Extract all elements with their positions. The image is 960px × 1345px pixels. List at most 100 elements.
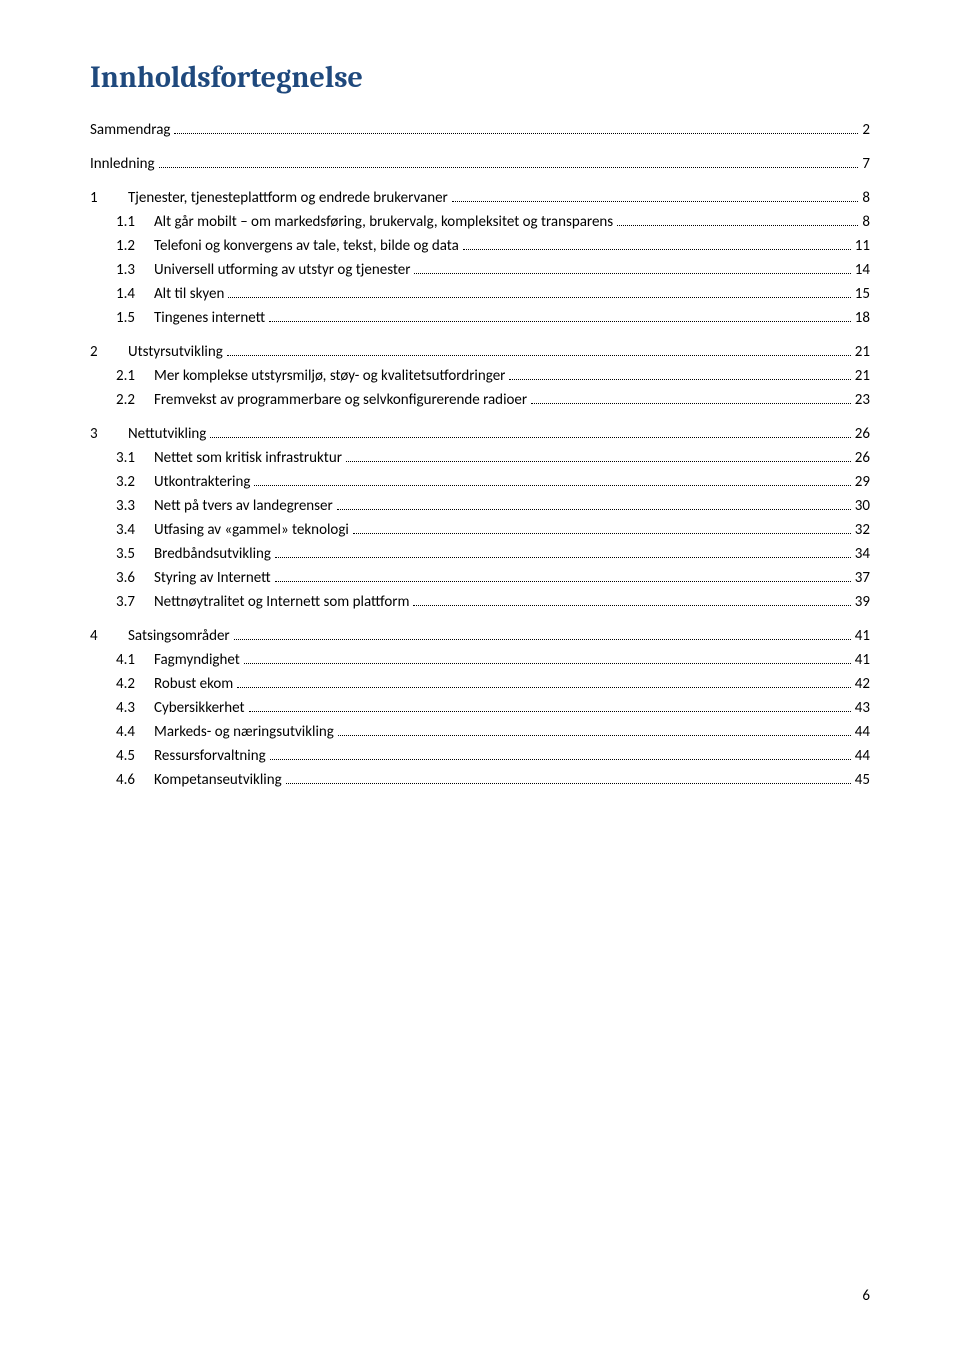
toc-leader-dots xyxy=(254,471,850,486)
toc-entry-page: 14 xyxy=(855,260,870,281)
toc-entry-text: Innledning xyxy=(90,155,155,173)
toc-entry: 3.6Styring av Internett37 xyxy=(90,567,870,589)
toc-entry: 3.2Utkontraktering 29 xyxy=(90,471,870,493)
toc-entry-label: 2.1Mer komplekse utstyrsmiljø, støy- og … xyxy=(116,366,505,387)
toc-entry-text: Kompetanseutvikling xyxy=(154,771,282,789)
toc-leader-dots xyxy=(353,519,851,534)
toc-entry-label: 2.2Fremvekst av programmerbare og selvko… xyxy=(116,390,527,411)
toc-entry: 3.4Utfasing av «gammel» teknologi 32 xyxy=(90,519,870,541)
toc-entry-page: 44 xyxy=(855,746,870,767)
toc-entry-text: Utstyrsutvikling xyxy=(128,343,223,361)
toc-entry-number: 4.5 xyxy=(116,746,154,767)
toc-entry-label: 4.4Markeds- og næringsutvikling xyxy=(116,722,334,743)
toc-entry-label: 3.3Nett på tvers av landegrenser xyxy=(116,496,333,517)
toc-leader-dots xyxy=(275,543,851,558)
toc-leader-dots xyxy=(413,591,850,606)
toc-entry-number: 4.6 xyxy=(116,770,154,791)
toc-entry-text: Alt til skyen xyxy=(154,285,224,303)
toc-entry-text: Nettutvikling xyxy=(128,425,206,443)
toc-entry-number: 3.3 xyxy=(116,496,154,517)
toc-leader-dots xyxy=(286,769,851,784)
toc-entry-text: Alt går mobilt – om markedsføring, bruke… xyxy=(154,213,613,231)
toc-entry-number: 1.2 xyxy=(116,236,154,257)
toc-entry: 2Utstyrsutvikling 21 xyxy=(90,341,870,363)
toc-entry: 3.1Nettet som kritisk infrastruktur26 xyxy=(90,447,870,469)
toc-entry-number: 3.6 xyxy=(116,568,154,589)
toc-leader-dots xyxy=(227,341,851,356)
toc-leader-dots xyxy=(174,119,858,134)
toc-entry-label: 3.2Utkontraktering xyxy=(116,472,250,493)
toc-entry: 4.3Cybersikkerhet 43 xyxy=(90,697,870,719)
toc-entry: 4.4Markeds- og næringsutvikling44 xyxy=(90,721,870,743)
toc-leader-dots xyxy=(249,697,851,712)
toc-entry-text: Fagmyndighet xyxy=(154,651,240,669)
toc-entry-text: Satsingsområder xyxy=(128,627,230,645)
toc-entry-page: 37 xyxy=(855,568,870,589)
toc-entry: 1.1Alt går mobilt – om markedsføring, br… xyxy=(90,211,870,233)
toc-entry-page: 15 xyxy=(855,284,870,305)
toc-entry-page: 11 xyxy=(855,236,870,257)
toc-entry: 1.2Telefoni og konvergens av tale, tekst… xyxy=(90,235,870,257)
toc-entry-number: 1.5 xyxy=(116,308,154,329)
toc-entry-page: 43 xyxy=(855,698,870,719)
toc-entry-number: 4.3 xyxy=(116,698,154,719)
toc-entry-number: 4.4 xyxy=(116,722,154,743)
toc-leader-dots xyxy=(228,283,850,298)
toc-entry-page: 21 xyxy=(855,342,870,363)
toc-entry-text: Nettnøytralitet og Internett som plattfo… xyxy=(154,593,409,611)
toc-entry-text: Markeds- og næringsutvikling xyxy=(154,723,334,741)
toc-entry: 4.5Ressursforvaltning 44 xyxy=(90,745,870,767)
toc-entry-page: 8 xyxy=(862,212,870,233)
toc-entry-label: 2Utstyrsutvikling xyxy=(90,342,223,363)
toc-entry-page: 2 xyxy=(862,120,870,141)
toc-entry-number: 3.4 xyxy=(116,520,154,541)
toc-entry-label: 1.4Alt til skyen xyxy=(116,284,224,305)
toc-entry-number: 2.2 xyxy=(116,390,154,411)
toc-entry-text: Cybersikkerhet xyxy=(154,699,245,717)
toc-entry-page: 39 xyxy=(855,592,870,613)
toc-entry-page: 8 xyxy=(862,188,870,209)
toc-entry-label: 3Nettutvikling xyxy=(90,424,206,445)
toc-leader-dots xyxy=(210,423,850,438)
toc-entry-text: Utkontraktering xyxy=(154,473,250,491)
toc-entry-text: Sammendrag xyxy=(90,121,170,139)
toc-entry-number: 3.1 xyxy=(116,448,154,469)
toc-leader-dots xyxy=(346,447,851,462)
toc-leader-dots xyxy=(531,389,851,404)
toc-entry: Sammendrag 2 xyxy=(90,119,870,141)
toc-entry-text: Tingenes internett xyxy=(154,309,265,327)
toc-entry: 4.1Fagmyndighet41 xyxy=(90,649,870,671)
toc-entry-text: Nettet som kritisk infrastruktur xyxy=(154,449,342,467)
toc-entry-page: 32 xyxy=(855,520,870,541)
toc-entry: 1.4Alt til skyen 15 xyxy=(90,283,870,305)
toc-entry: Innledning 7 xyxy=(90,153,870,175)
toc-entry-text: Tjenester, tjenesteplattform og endrede … xyxy=(128,189,448,207)
table-of-contents: Sammendrag 2 Innledning 7 1Tjenester, tjenes… xyxy=(90,119,870,791)
toc-entry-label: 1.1Alt går mobilt – om markedsføring, br… xyxy=(116,212,613,233)
toc-entry-page: 34 xyxy=(855,544,870,565)
toc-entry: 3.3Nett på tvers av landegrenser30 xyxy=(90,495,870,517)
toc-entry: 4Satsingsområder41 xyxy=(90,625,870,647)
toc-leader-dots xyxy=(234,625,851,640)
toc-entry-page: 26 xyxy=(855,424,870,445)
toc-leader-dots xyxy=(269,307,851,322)
toc-entry-label: 4.2Robust ekom xyxy=(116,674,233,695)
toc-entry-label: 1.5Tingenes internett xyxy=(116,308,265,329)
toc-entry-text: Universell utforming av utstyr og tjenes… xyxy=(154,261,410,279)
toc-entry-label: 1.3Universell utforming av utstyr og tje… xyxy=(116,260,410,281)
toc-entry-page: 29 xyxy=(855,472,870,493)
toc-entry: 3.5Bredbåndsutvikling34 xyxy=(90,543,870,565)
toc-entry-number: 4.2 xyxy=(116,674,154,695)
toc-leader-dots xyxy=(452,187,859,202)
toc-entry: 3.7Nettnøytralitet og Internett som plat… xyxy=(90,591,870,613)
toc-entry: 1.3Universell utforming av utstyr og tje… xyxy=(90,259,870,281)
toc-entry-page: 45 xyxy=(855,770,870,791)
toc-entry-text: Ressursforvaltning xyxy=(154,747,266,765)
toc-entry-number: 1.4 xyxy=(116,284,154,305)
toc-entry-text: Telefoni og konvergens av tale, tekst, b… xyxy=(154,237,459,255)
toc-entry-text: Nett på tvers av landegrenser xyxy=(154,497,333,515)
toc-entry-page: 7 xyxy=(862,154,870,175)
toc-entry-page: 41 xyxy=(855,650,870,671)
toc-entry: 1Tjenester, tjenesteplattform og endrede… xyxy=(90,187,870,209)
toc-entry-text: Utfasing av «gammel» teknologi xyxy=(154,521,349,539)
